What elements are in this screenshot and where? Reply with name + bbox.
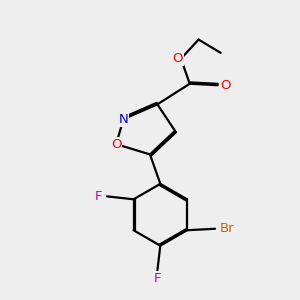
Text: N: N (118, 112, 128, 126)
Text: O: O (173, 52, 183, 65)
Text: O: O (111, 138, 122, 151)
Text: O: O (221, 79, 231, 92)
Text: F: F (94, 190, 102, 203)
Text: Br: Br (220, 222, 234, 235)
Text: F: F (154, 272, 161, 285)
